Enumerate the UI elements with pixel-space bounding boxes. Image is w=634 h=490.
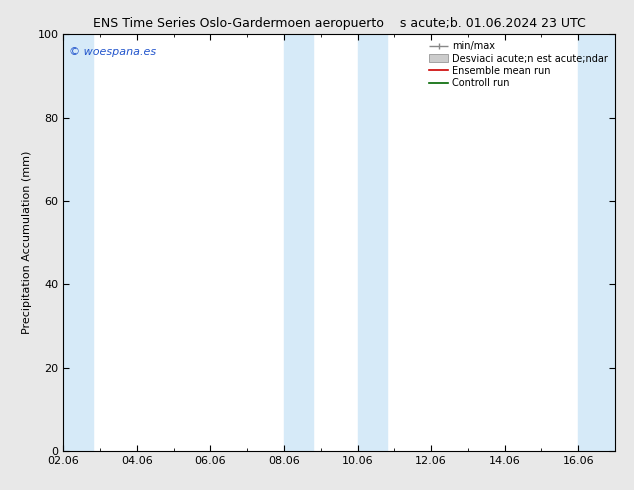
Text: © woespana.es: © woespana.es — [69, 47, 156, 57]
Legend: min/max, Desviaci acute;n est acute;ndar, Ensemble mean run, Controll run: min/max, Desviaci acute;n est acute;ndar… — [427, 39, 610, 90]
Bar — [578, 34, 615, 451]
Bar — [284, 34, 313, 451]
Bar — [63, 34, 93, 451]
Y-axis label: Precipitation Accumulation (mm): Precipitation Accumulation (mm) — [22, 151, 32, 334]
Title: ENS Time Series Oslo-Gardermoen aeropuerto    s acute;b. 01.06.2024 23 UTC: ENS Time Series Oslo-Gardermoen aeropuer… — [93, 17, 586, 30]
Bar — [358, 34, 387, 451]
